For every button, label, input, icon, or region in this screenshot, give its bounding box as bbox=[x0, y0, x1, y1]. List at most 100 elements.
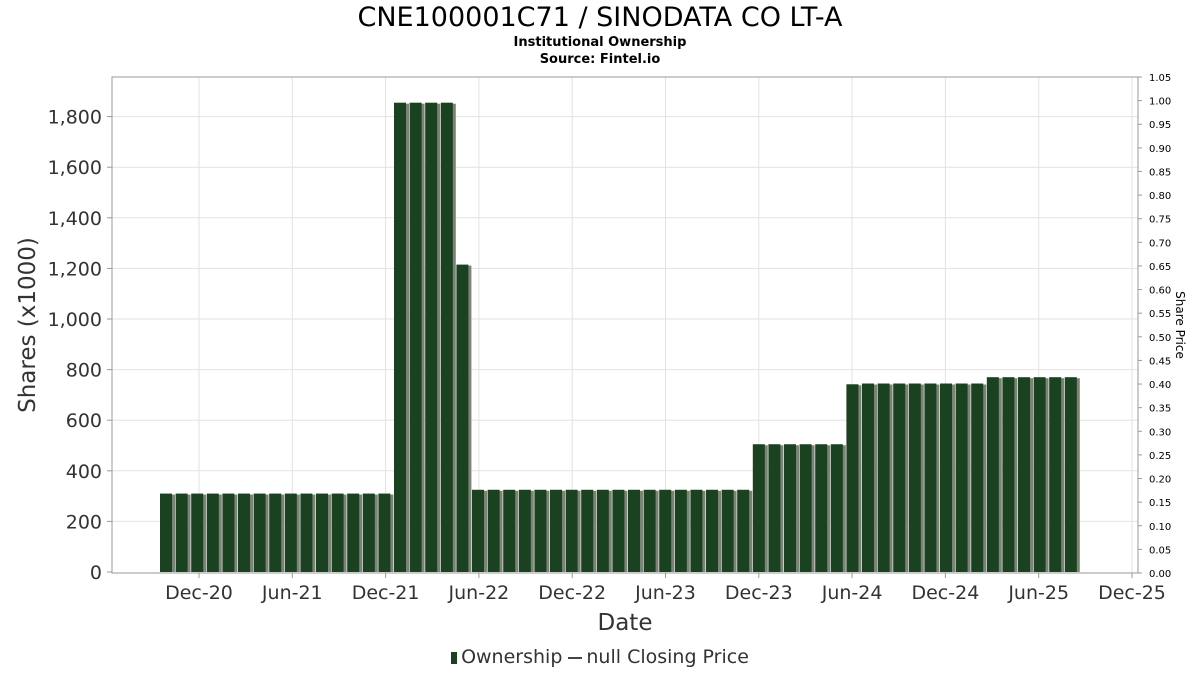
ownership-bar bbox=[971, 383, 984, 572]
ownership-bar bbox=[1002, 377, 1015, 572]
ownership-bar bbox=[409, 102, 422, 572]
chart-title: CNE100001C71 / SINODATA CO LT-A bbox=[357, 2, 843, 33]
ownership-bar bbox=[799, 444, 812, 572]
ownership-bar bbox=[955, 383, 968, 572]
ownership-bar bbox=[206, 493, 219, 572]
y2-axis-title: Share Price bbox=[1173, 291, 1187, 359]
right-tick-label: 0.55 bbox=[1149, 309, 1171, 320]
ownership-bar bbox=[191, 493, 204, 572]
ownership-bar bbox=[612, 489, 625, 572]
ownership-bar bbox=[815, 444, 828, 572]
ownership-bar bbox=[269, 493, 282, 572]
left-axis-ticks: 0 200 400 600 800 1,000 1,200 1,400 1,600 1,800 bbox=[48, 107, 112, 584]
grid-layer bbox=[112, 77, 1138, 573]
right-axis-ticks: 0.00 0.05 0.10 0.15 0.20 0.25 0.30 0.35 0.40 0.45… bbox=[1138, 73, 1171, 580]
ownership-bar bbox=[581, 489, 594, 572]
x-axis-title: Date bbox=[598, 610, 653, 636]
ownership-bar bbox=[1018, 377, 1030, 572]
right-tick-label: 0.35 bbox=[1149, 404, 1171, 415]
ownership-bar bbox=[503, 489, 516, 572]
ownership-bar bbox=[1064, 377, 1077, 572]
right-tick-label: 0.30 bbox=[1149, 427, 1171, 438]
right-tick-label: 1.00 bbox=[1149, 97, 1171, 108]
ownership-bar bbox=[565, 489, 578, 572]
ownership-bar bbox=[238, 493, 250, 572]
x-tick-label: Dec-25 bbox=[1098, 582, 1166, 604]
left-tick-label: 0 bbox=[90, 562, 102, 584]
ownership-bar bbox=[222, 493, 235, 572]
ownership-bar bbox=[472, 489, 484, 572]
ownership-bar bbox=[1033, 377, 1046, 572]
ownership-bar bbox=[550, 489, 562, 572]
right-tick-label: 0.20 bbox=[1149, 475, 1171, 486]
x-tick-label: Jun-21 bbox=[261, 582, 323, 604]
right-tick-label: 0.25 bbox=[1149, 451, 1171, 462]
ownership-bar bbox=[659, 489, 672, 572]
ownership-bar bbox=[830, 444, 843, 572]
ownership-bar bbox=[752, 444, 765, 572]
price-legend-line bbox=[568, 656, 583, 659]
x-tick-label: Dec-22 bbox=[538, 582, 606, 604]
x-tick-label: Jun-22 bbox=[448, 582, 510, 604]
ownership-bar bbox=[737, 489, 750, 572]
x-tick-label: Dec-21 bbox=[352, 582, 420, 604]
left-tick-label: 1,000 bbox=[48, 309, 102, 331]
ownership-bar bbox=[316, 493, 328, 572]
left-tick-label: 200 bbox=[66, 511, 102, 533]
right-tick-label: 0.75 bbox=[1149, 215, 1171, 226]
chart-subtitle: Institutional Ownership bbox=[513, 35, 687, 50]
right-tick-label: 0.50 bbox=[1149, 333, 1171, 344]
x-tick-label: Jun-25 bbox=[1007, 582, 1069, 604]
bars-layer bbox=[160, 102, 1080, 572]
left-tick-label: 600 bbox=[66, 410, 102, 432]
ownership-bar bbox=[846, 384, 859, 572]
ownership-bar bbox=[768, 444, 781, 572]
ownership-bar bbox=[862, 383, 874, 572]
ownership-bar bbox=[425, 102, 438, 572]
x-tick-label: Jun-24 bbox=[821, 582, 883, 604]
ownership-bar bbox=[440, 102, 453, 572]
ownership-bar bbox=[643, 489, 656, 572]
ownership-bar bbox=[628, 489, 640, 572]
right-tick-label: 0.60 bbox=[1149, 286, 1171, 297]
right-tick-label: 0.45 bbox=[1149, 356, 1171, 367]
x-tick-label: Dec-23 bbox=[725, 582, 793, 604]
left-tick-label: 400 bbox=[66, 461, 102, 483]
ownership-bar bbox=[596, 489, 609, 572]
right-tick-label: 0.05 bbox=[1149, 545, 1171, 556]
ownership-bar bbox=[300, 493, 313, 572]
x-tick-label: Dec-20 bbox=[165, 582, 233, 604]
x-tick-label: Jun-23 bbox=[634, 582, 696, 604]
left-tick-label: 1,600 bbox=[48, 157, 102, 179]
ownership-bar bbox=[331, 493, 344, 572]
ownership-bar bbox=[534, 489, 547, 572]
ownership-bar bbox=[347, 493, 360, 572]
chart-source: Source: Fintel.io bbox=[539, 52, 661, 67]
ownership-legend-label: Ownership bbox=[461, 646, 563, 668]
ownership-bar bbox=[362, 493, 375, 572]
ownership-bar bbox=[487, 489, 500, 572]
ownership-bar bbox=[284, 493, 297, 572]
right-tick-label: 1.05 bbox=[1149, 73, 1171, 84]
ownership-bar bbox=[908, 383, 921, 572]
ownership-bar bbox=[253, 493, 266, 572]
right-tick-label: 0.10 bbox=[1149, 522, 1171, 533]
ownership-bar bbox=[924, 383, 937, 572]
ownership-bar bbox=[394, 102, 406, 572]
x-tick-label: Dec-24 bbox=[911, 582, 979, 604]
y-axis-title: Shares (x1000) bbox=[15, 237, 41, 413]
left-tick-label: 1,800 bbox=[48, 107, 102, 129]
ownership-bar bbox=[175, 493, 188, 572]
ownership-bar bbox=[518, 489, 531, 572]
right-tick-label: 0.15 bbox=[1149, 498, 1171, 509]
ownership-bar bbox=[986, 377, 999, 572]
left-tick-label: 1,200 bbox=[48, 258, 102, 280]
ownership-bar bbox=[456, 264, 469, 572]
ownership-bar bbox=[674, 489, 687, 572]
ownership-bar bbox=[706, 489, 718, 572]
right-tick-label: 0.80 bbox=[1149, 191, 1171, 202]
right-tick-label: 0.00 bbox=[1149, 569, 1171, 580]
right-tick-label: 0.65 bbox=[1149, 262, 1171, 273]
ownership-legend-swatch bbox=[451, 651, 458, 664]
legend: Ownership null Closing Price bbox=[0, 646, 1200, 668]
